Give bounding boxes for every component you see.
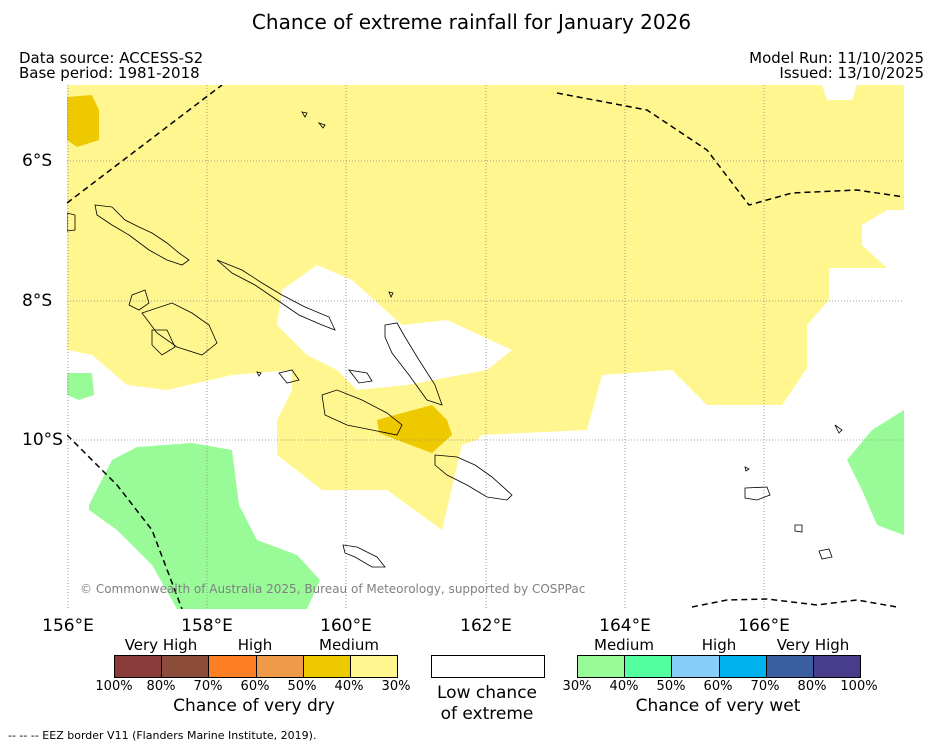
eez-border-line xyxy=(691,598,898,608)
legend-low-chance-box xyxy=(431,655,545,678)
eez-border-line xyxy=(67,434,183,609)
legend-wet-percent-label: 70% xyxy=(750,679,780,694)
legend-wet-colorbar xyxy=(577,655,861,678)
legend-dry-swatch xyxy=(162,656,210,677)
island-utupua xyxy=(794,524,803,533)
island-isabel xyxy=(216,259,336,331)
islet xyxy=(256,371,262,377)
legend-low-caption-line2: of extreme xyxy=(440,704,534,724)
legend-wet-percent-label: 80% xyxy=(797,679,827,694)
legend-dry-colorbar xyxy=(114,655,398,678)
map-gridlines xyxy=(67,85,904,609)
eez-footnote: -- -- -- EEZ border V11 (Flanders Marine… xyxy=(8,729,317,742)
islet xyxy=(317,122,326,129)
island-vanikoro xyxy=(818,548,833,560)
lon-label-166e: 166°E xyxy=(738,616,790,636)
island-rennell xyxy=(342,544,386,568)
base-period: Base period: 1981-2018 xyxy=(19,64,200,82)
lon-label-156e: 156°E xyxy=(42,616,94,636)
model-run: Model Run: 11/10/2025 xyxy=(749,49,924,67)
island-russell xyxy=(278,369,300,384)
wet-medium-region xyxy=(89,443,320,609)
legend-wet-category-medium: Medium xyxy=(594,636,654,654)
island-guadalcanal xyxy=(321,389,403,436)
dry-high-region xyxy=(377,405,452,453)
lat-label-6s: 6°S xyxy=(22,151,53,171)
legend-wet-percent-label: 30% xyxy=(562,679,592,694)
data-source: Data source: ACCESS-S2 xyxy=(19,49,204,67)
island-nendo xyxy=(744,486,771,501)
legend-wet-percent-label: 50% xyxy=(656,679,686,694)
low-chance-area xyxy=(277,265,512,390)
legend-dry-percent-label: 60% xyxy=(240,679,270,694)
lon-label-162e: 162°E xyxy=(460,616,512,636)
islet xyxy=(834,424,843,434)
legend-dry-swatch xyxy=(115,656,163,677)
legend-dry-swatch xyxy=(350,656,398,677)
eez-borders xyxy=(67,85,904,609)
low-chance-area xyxy=(822,85,857,100)
island-malaita xyxy=(384,322,443,406)
legend-wet-swatch xyxy=(578,656,626,677)
eez-border-line xyxy=(67,85,223,204)
legend-dry-category-high: High xyxy=(237,636,273,654)
legend-wet-swatch xyxy=(719,656,767,677)
wet-medium-region xyxy=(847,410,904,535)
legend-dry-percent-label: 100% xyxy=(95,679,133,694)
legend-dry-percent-label: 30% xyxy=(381,679,411,694)
legend-dry-swatch xyxy=(209,656,257,677)
legend-dry-caption: Chance of very dry xyxy=(173,696,335,716)
islet xyxy=(744,466,750,472)
islet xyxy=(388,291,394,298)
legend-wet-percent-label: 60% xyxy=(703,679,733,694)
legend-dry-swatch xyxy=(303,656,351,677)
island-bougainville-tip xyxy=(67,212,76,232)
legend-dry-swatch xyxy=(256,656,304,677)
island-outlines xyxy=(67,111,843,568)
lon-label-158e: 158°E xyxy=(181,616,233,636)
rainfall-map xyxy=(67,85,904,609)
island-new-georgia-group xyxy=(141,302,218,356)
lat-label-8s: 8°S xyxy=(22,291,53,311)
lon-label-160e: 160°E xyxy=(320,616,372,636)
island-makira xyxy=(434,454,513,501)
legend-wet-category-high: High xyxy=(701,636,737,654)
map-title: Chance of extreme rainfall for January 2… xyxy=(251,10,692,34)
legend-wet-category-very-high: Very High xyxy=(776,636,850,654)
low-chance-area xyxy=(862,210,904,268)
legend-dry-percent-label: 80% xyxy=(146,679,176,694)
legend-wet-swatch xyxy=(672,656,720,677)
lon-label-164e: 164°E xyxy=(599,616,651,636)
map-credit: © Commonwealth of Australia 2025, Bureau… xyxy=(80,582,586,596)
legend-dry-category-very-high: Very High xyxy=(124,636,198,654)
legend-dry-percent-label: 40% xyxy=(334,679,364,694)
legend-wet-percent-label: 40% xyxy=(609,679,639,694)
dry-high-region xyxy=(67,95,99,147)
island-choiseul xyxy=(94,204,190,266)
legend-wet-swatch xyxy=(625,656,673,677)
legend-dry-percent-label: 70% xyxy=(193,679,223,694)
island-new-georgia xyxy=(128,289,150,311)
lat-label-10s: 10°S xyxy=(22,430,63,450)
eez-border-line xyxy=(556,92,904,206)
island-florida xyxy=(348,369,373,384)
legend-low-caption-line1: Low chance xyxy=(437,683,537,703)
legend-wet-swatch xyxy=(813,656,861,677)
legend-wet-caption: Chance of very wet xyxy=(635,696,801,716)
legend-dry-category-medium: Medium xyxy=(319,636,379,654)
islet xyxy=(301,111,308,118)
legend-wet-swatch xyxy=(766,656,814,677)
legend-wet-percent-label: 100% xyxy=(840,679,878,694)
issued-date: Issued: 13/10/2025 xyxy=(779,64,924,82)
dry-medium-region xyxy=(67,85,904,530)
island-rendova xyxy=(151,329,176,356)
legend-dry-percent-label: 50% xyxy=(287,679,317,694)
wet-medium-region xyxy=(67,373,94,400)
